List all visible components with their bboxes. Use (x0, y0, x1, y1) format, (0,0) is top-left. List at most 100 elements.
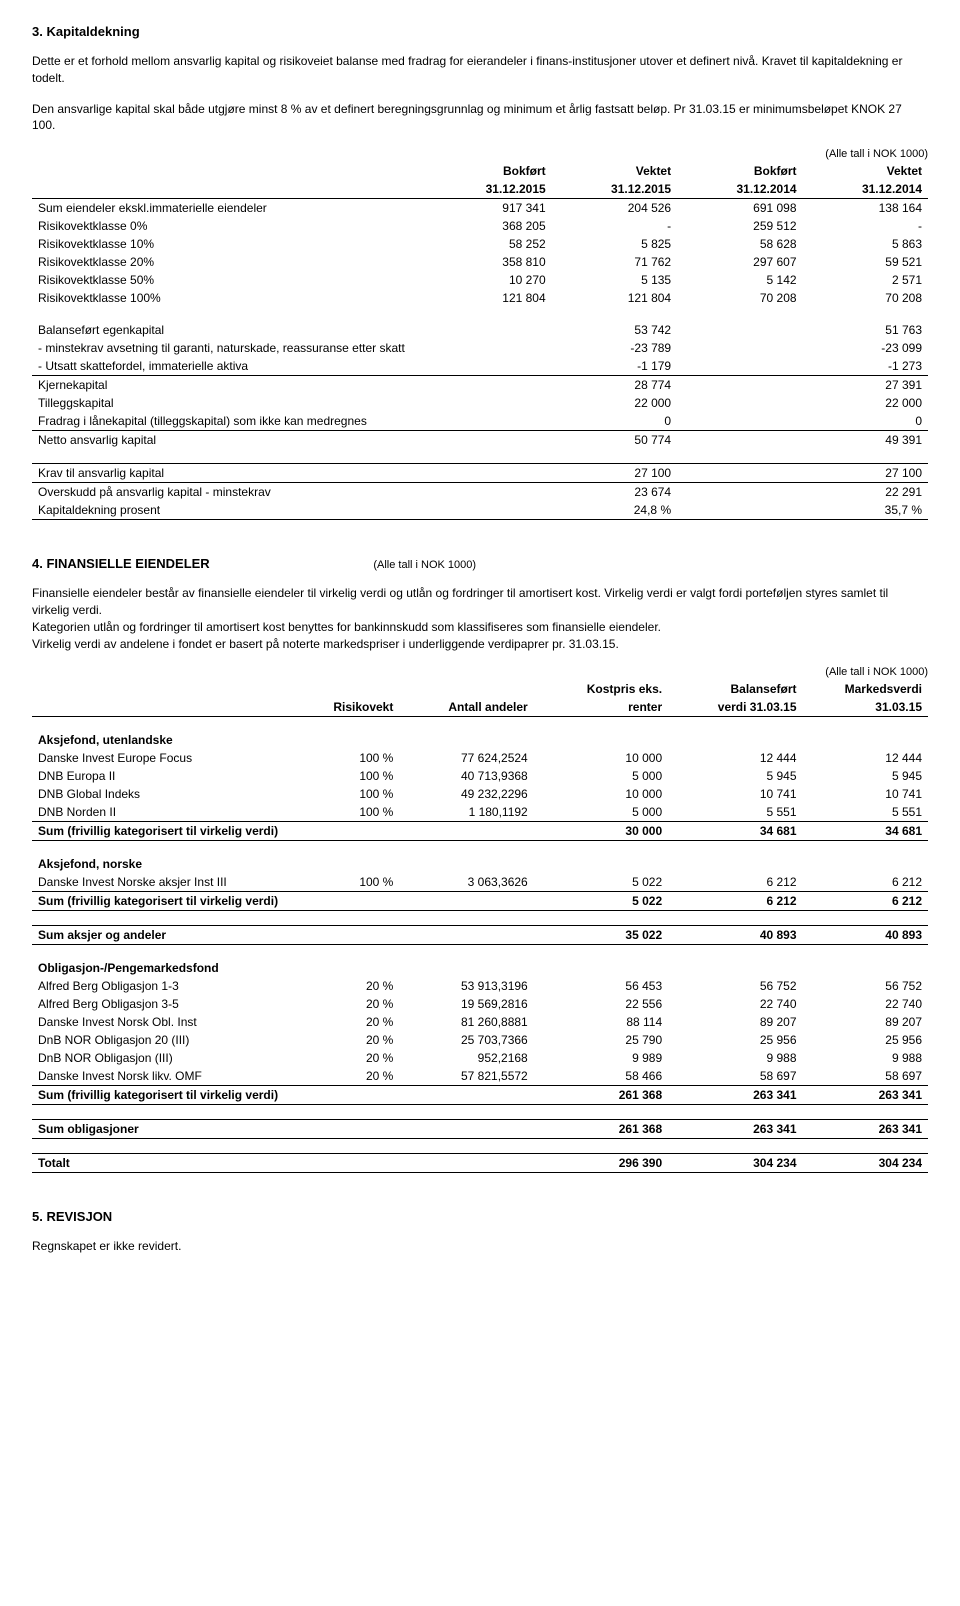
row-value: 297 607 (677, 253, 802, 271)
row-value: 2 571 (803, 271, 928, 289)
row-value: 12 444 (668, 749, 802, 767)
section4-title-note: (Alle tall i NOK 1000) (373, 559, 476, 571)
row-value: 30 000 (534, 822, 668, 841)
row-value: 57 821,5572 (399, 1067, 533, 1086)
row-value: 100 % (301, 803, 400, 822)
row-value: 24,8 % (552, 501, 677, 520)
table-row: Kapitaldekning prosent24,8 %35,7 % (32, 501, 928, 520)
row-value: 50 774 (552, 431, 677, 450)
row-value: 58 697 (668, 1067, 802, 1086)
row-value: 263 341 (803, 1086, 928, 1105)
row-value (677, 357, 802, 376)
row-value: 22 000 (803, 394, 928, 412)
row-label: Risikovektklasse 100% (32, 289, 426, 307)
row-value: 5 000 (534, 803, 668, 822)
row-value: 20 % (301, 1049, 400, 1067)
table-row: Risikovektklasse 20%358 81071 762297 607… (32, 253, 928, 271)
col-date: 31.12.2014 (677, 180, 802, 199)
row-value: 6 212 (668, 892, 802, 911)
row-value: 28 774 (552, 376, 677, 395)
group-title: Obligasjon-/Pengemarkedsfond (32, 959, 928, 977)
row-value: 10 270 (426, 271, 551, 289)
table-row: Krav til ansvarlig kapital27 10027 100 (32, 464, 928, 483)
section4-title: 4. FINANSIELLE EIENDELER (Alle tall i NO… (32, 556, 928, 571)
row-label: Danske Invest Europe Focus (32, 749, 301, 767)
group-title-row: Obligasjon-/Pengemarkedsfond (32, 959, 928, 977)
row-value (301, 1154, 400, 1173)
row-value: 5 000 (534, 767, 668, 785)
row-value (677, 501, 802, 520)
table-row: Danske Invest Europe Focus100 %77 624,25… (32, 749, 928, 767)
row-value: 0 (552, 412, 677, 431)
table-row: Kjernekapital28 77427 391 (32, 376, 928, 395)
row-value (426, 464, 551, 483)
row-value: 100 % (301, 767, 400, 785)
row-value (426, 431, 551, 450)
row-value: 53 742 (552, 321, 677, 339)
row-value (677, 339, 802, 357)
col-date: 31.12.2015 (552, 180, 677, 199)
row-value: 22 556 (534, 995, 668, 1013)
row-label: DNB Europa II (32, 767, 301, 785)
row-value: - (552, 217, 677, 235)
row-value (399, 1154, 533, 1173)
row-value: -1 273 (803, 357, 928, 376)
row-value: 49 391 (803, 431, 928, 450)
row-value (399, 1120, 533, 1139)
row-value: 259 512 (677, 217, 802, 235)
row-value (426, 321, 551, 339)
table-row: Balanseført egenkapital53 74251 763 (32, 321, 928, 339)
section5-para: Regnskapet er ikke revidert. (32, 1238, 928, 1255)
table-row: Sum (frivillig kategorisert til virkelig… (32, 1086, 928, 1105)
row-label: Fradrag i lånekapital (tilleggskapital) … (32, 412, 426, 431)
section3-note: (Alle tall i NOK 1000) (32, 148, 928, 160)
row-value (301, 892, 400, 911)
row-value: 56 453 (534, 977, 668, 995)
col-date: 31.12.2015 (426, 180, 551, 199)
row-value: 5 022 (534, 892, 668, 911)
row-label: Danske Invest Norsk Obl. Inst (32, 1013, 301, 1031)
col-header: Bokført (426, 162, 551, 180)
row-value: 88 114 (534, 1013, 668, 1031)
table-row: Danske Invest Norsk likv. OMF20 %57 821,… (32, 1067, 928, 1086)
row-value: -23 099 (803, 339, 928, 357)
row-value: 0 (803, 412, 928, 431)
row-label: Sum (frivillig kategorisert til virkelig… (32, 1086, 301, 1105)
section3-para2: Den ansvarlige kapital skal både utgjøre… (32, 101, 928, 135)
row-value (301, 1120, 400, 1139)
row-value (399, 822, 533, 841)
row-label: Alfred Berg Obligasjon 3-5 (32, 995, 301, 1013)
col-header: Balanseført (668, 680, 802, 698)
row-value (677, 431, 802, 450)
row-label: Sum eiendeler ekskl.immaterielle eiendel… (32, 199, 426, 218)
row-value: 9 988 (803, 1049, 928, 1067)
row-value: 368 205 (426, 217, 551, 235)
row-value: 53 913,3196 (399, 977, 533, 995)
row-value: - (803, 217, 928, 235)
row-value (301, 926, 400, 945)
row-value: 100 % (301, 873, 400, 892)
row-value: 358 810 (426, 253, 551, 271)
row-value: 1 180,1192 (399, 803, 533, 822)
table-row: DnB NOR Obligasjon 20 (III)20 %25 703,73… (32, 1031, 928, 1049)
row-label: Risikovektklasse 50% (32, 271, 426, 289)
row-value: 3 063,3626 (399, 873, 533, 892)
row-label: DNB Norden II (32, 803, 301, 822)
row-value (677, 321, 802, 339)
row-value (399, 1086, 533, 1105)
col-header: Vektet (552, 162, 677, 180)
row-value: 5 945 (803, 767, 928, 785)
group-title-row: Aksjefond, utenlandske (32, 731, 928, 749)
row-label: Sum (frivillig kategorisert til virkelig… (32, 892, 301, 911)
row-value: 22 000 (552, 394, 677, 412)
col-date: 31.12.2014 (803, 180, 928, 199)
row-label: Sum (frivillig kategorisert til virkelig… (32, 822, 301, 841)
row-value (301, 822, 400, 841)
row-value: 9 989 (534, 1049, 668, 1067)
section4-para1: Finansielle eiendeler består av finansie… (32, 585, 928, 619)
row-value: 263 341 (668, 1120, 802, 1139)
col-header: verdi 31.03.15 (668, 698, 802, 717)
table-row: DNB Norden II100 %1 180,11925 0005 5515 … (32, 803, 928, 822)
row-label: Kapitaldekning prosent (32, 501, 426, 520)
row-value: 100 % (301, 749, 400, 767)
